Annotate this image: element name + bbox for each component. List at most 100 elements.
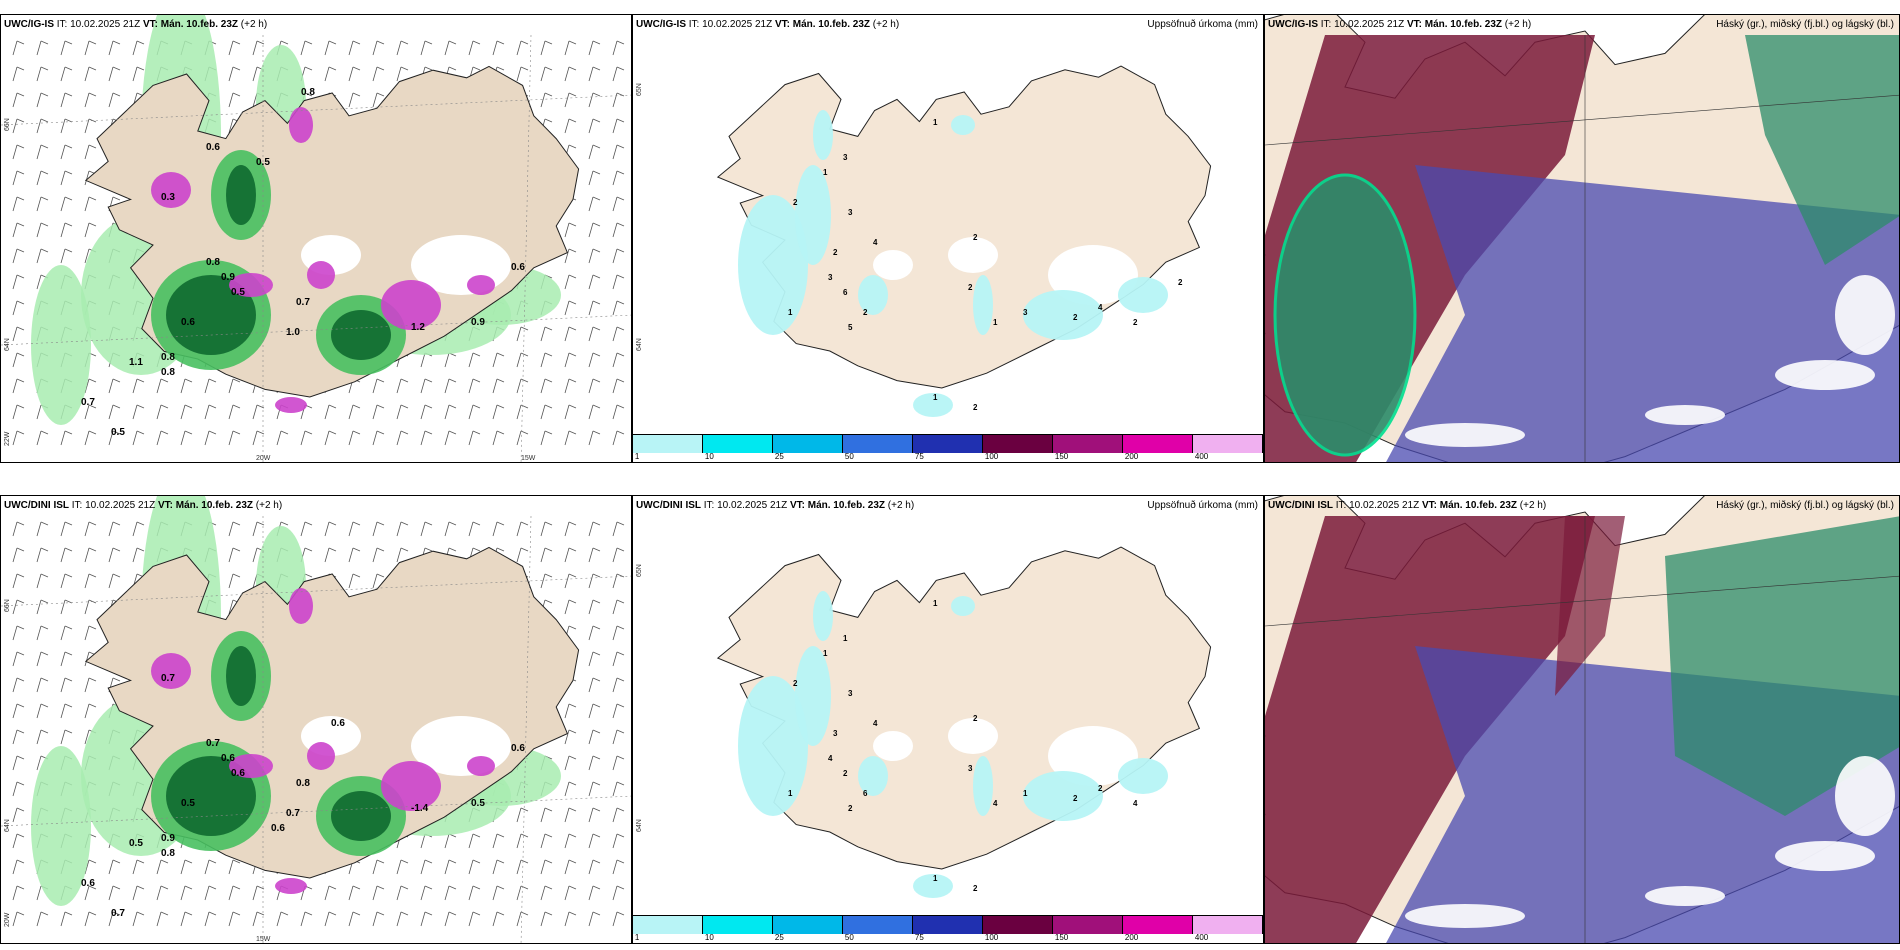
wind-barb-staff [252,66,258,82]
wind-barb-staff [324,40,330,56]
wind-barb-flag [592,911,601,916]
wind-barb-flag [424,859,433,864]
wind-barb-flag [424,404,433,409]
precip-value-label: 1 [933,599,938,608]
wind-barb-flag [16,547,25,552]
low-cloud-area [1665,516,1899,816]
coordinate-label: 66N [4,118,11,131]
wind-barb-staff [252,547,258,563]
precip-area [226,646,256,706]
panel-title: UWC/DINI ISL IT: 10.02.2025 21Z VT: Mán.… [4,500,283,511]
wind-barb-staff [204,378,210,394]
wind-barb-staff [60,66,66,82]
wind-barb-flag [472,547,481,552]
wind-barb-flag [568,430,577,435]
precip-value-label: 3 [968,764,973,773]
wind-barb-flag [16,326,25,331]
wind-barb-flag [64,66,73,71]
scale-label: 10 [704,452,714,461]
wind-barb [60,170,73,186]
wind-barb [444,885,457,901]
wind-barb [108,521,121,537]
wind-barb [348,404,361,420]
wind-barb-flag [568,703,577,708]
wind-barb-flag [88,885,97,890]
wind-barb [108,859,121,875]
wind-barb [108,885,121,901]
clear-sky-area [1775,360,1875,390]
wind-barb [324,404,337,420]
wind-barb [252,430,265,446]
wind-barb-staff [84,222,90,238]
wind-barb-flag [112,859,121,864]
wind-barb-staff [516,404,522,420]
wind-barb-staff [492,885,498,901]
wind-barb-flag [136,404,145,409]
wind-barb-flag [520,807,529,812]
wind-barb-staff [84,118,90,134]
wind-barb-flag [568,118,577,123]
precip-panel-row1: UWC/IG-IS IT: 10.02.2025 21Z VT: Mán. 10… [632,14,1264,463]
wind-barb [540,326,553,342]
wind-barb-flag [424,378,433,383]
precip-area [307,742,335,770]
wind-barb [420,911,433,927]
wind-barb [540,859,553,875]
precip-value-label: -1.4 [411,803,429,814]
wind-barb-flag [40,521,49,526]
wind-barb-flag [616,911,625,916]
precip-value-label: 1 [843,634,848,643]
wind-barb-staff [252,911,258,927]
precip-value-label: 0.7 [111,908,125,919]
wind-barb-staff [204,911,210,927]
wind-barb-staff [588,807,594,823]
wind-barb-flag [592,807,601,812]
wind-barb [348,92,361,108]
mid-cloud-area [1386,165,1899,462]
wind-barb-flag [112,92,121,97]
graticule-line [1,314,631,346]
coordinate-label: 64N [4,819,11,832]
wind-barb-staff [36,66,42,82]
wind-barb [324,40,337,56]
wind-barb-staff [84,547,90,563]
wind-barb [108,547,121,563]
wind-barb [12,144,25,160]
wind-barb-flag [136,911,145,916]
wind-barb-staff [228,573,234,589]
wind-barb-flag [40,729,49,734]
wind-barb [588,781,601,797]
wind-barb-staff [12,677,18,693]
wind-barb-flag [328,66,337,71]
precip-value-label: 0.6 [231,768,245,779]
wind-barb-staff [588,248,594,264]
wind-barb-staff [396,378,402,394]
wind-barb [84,144,97,160]
wind-barb-flag [64,430,73,435]
wind-barb-staff [444,885,450,901]
wind-barb-flag [496,378,505,383]
wind-barb-staff [180,378,186,394]
wind-barb-flag [88,859,97,864]
wind-barb-flag [16,274,25,279]
wind-barb [84,196,97,212]
wind-barb-flag [568,599,577,604]
wind-barb-flag [400,547,409,552]
cloud-panel-row1: UWC/IG-IS IT: 10.02.2025 21Z VT: Mán. 10… [1264,14,1900,463]
wind-barb-staff [252,430,258,446]
wind-barb-flag [136,40,145,45]
wind-barb-flag [616,378,625,383]
precip-value-label: 0.9 [471,317,485,328]
wind-barb [132,911,145,927]
wind-barb-staff [492,911,498,927]
wind-barb-flag [352,547,361,552]
wind-barb-flag [88,144,97,149]
wind-barb-staff [108,885,114,901]
wind-barb-staff [12,547,18,563]
wind-barb-staff [228,118,234,134]
wind-barb-staff [12,118,18,134]
wind-barb-flag [88,625,97,630]
wind-barb-flag [112,196,121,201]
wind-barb-staff [348,404,354,420]
wind-barb-flag [616,196,625,201]
